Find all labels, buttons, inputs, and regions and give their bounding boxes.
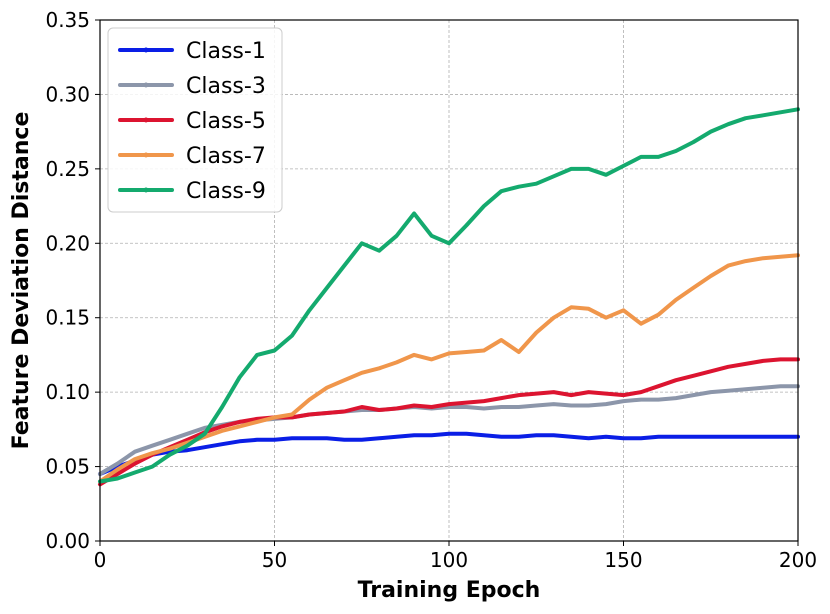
x-tick-label: 50	[262, 548, 287, 572]
x-axis-title: Training Epoch	[358, 578, 541, 603]
series-lines	[98, 107, 800, 487]
x-tick-label: 100	[430, 548, 468, 572]
y-axis-title: Feature Deviation Distance	[9, 112, 34, 450]
y-tick-label: 0.20	[45, 231, 90, 255]
legend-marker	[143, 82, 149, 88]
axis-ticks: 0 50 100 150 200 0.00 0.05 0.10 0.15 0.20 0.25 0.30…	[45, 8, 817, 572]
legend-label: Class-9	[186, 179, 266, 204]
legend-label: Class-7	[186, 144, 266, 169]
series-line-class-3	[98, 384, 800, 476]
x-tick-label: 200	[779, 548, 817, 572]
y-tick-label: 0.35	[45, 8, 90, 32]
legend-marker	[143, 117, 149, 123]
legend-marker	[143, 47, 149, 53]
legend-label: Class-1	[186, 39, 266, 64]
y-tick-label: 0.30	[45, 82, 90, 106]
series-line-class-5	[98, 357, 800, 487]
legend: Class-1 Class-3 Class-5 Class-7 Class-9	[107, 27, 283, 213]
legend-marker	[143, 152, 149, 158]
y-tick-label: 0.05	[45, 455, 90, 479]
legend-marker	[143, 187, 149, 193]
series-line-class-1	[98, 431, 800, 476]
y-tick-label: 0.10	[45, 380, 90, 404]
y-tick-label: 0.25	[45, 157, 90, 181]
series-line-class-7	[98, 253, 800, 484]
x-tick-label: 0	[94, 548, 107, 572]
series-line-class-9	[98, 107, 800, 484]
legend-label: Class-5	[186, 109, 266, 134]
y-tick-label: 0.15	[45, 306, 90, 330]
legend-label: Class-3	[186, 74, 266, 99]
x-tick-label: 150	[604, 548, 642, 572]
y-tick-label: 0.00	[45, 529, 90, 553]
legend-box	[107, 27, 283, 213]
